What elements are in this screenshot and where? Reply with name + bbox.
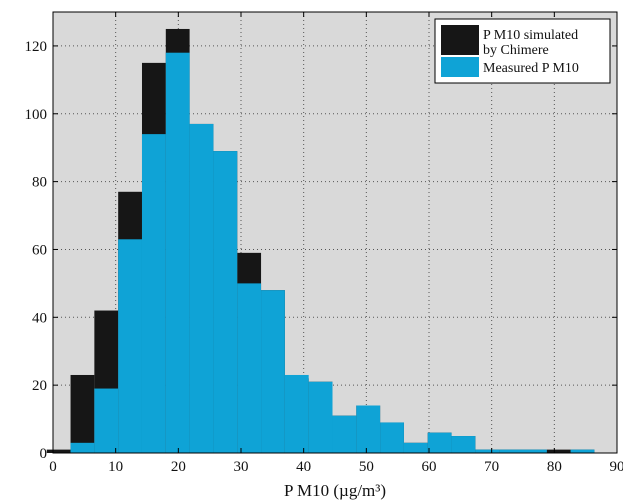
legend-swatch-simulated	[441, 25, 479, 55]
bar-measured	[94, 388, 119, 453]
x-tick-label: 60	[422, 459, 437, 475]
bar-measured	[237, 283, 262, 453]
x-tick-label: 80	[547, 459, 562, 475]
y-tick-label: 100	[25, 107, 48, 123]
bar-measured	[332, 415, 357, 453]
bar-measured	[213, 151, 238, 454]
bar-measured	[70, 442, 95, 453]
x-tick-label: 0	[49, 459, 57, 475]
legend-label-measured: Measured P M10	[483, 61, 579, 76]
x-tick-label: 70	[484, 459, 499, 475]
bar-measured	[475, 449, 500, 453]
x-tick-label: 50	[359, 459, 374, 475]
bar-measured	[308, 381, 333, 453]
plot-frame	[52, 11, 618, 454]
y-tick-label: 40	[32, 310, 47, 326]
x-tick-label: 90	[610, 459, 623, 475]
y-tick-label: 0	[40, 446, 48, 462]
x-tick-label: 10	[108, 459, 123, 475]
bar-measured	[499, 449, 523, 453]
x-tick-label: 40	[296, 459, 311, 475]
bar-measured	[570, 449, 595, 453]
legend-swatch-measured	[441, 57, 479, 77]
bar-measured	[189, 123, 214, 453]
axis-ticks: 0 10 20 30 40 50 60 70 80 90 0 20 40 60 80 100 120	[25, 12, 623, 475]
bar-measured	[141, 134, 166, 453]
bar-measured	[427, 432, 452, 453]
bar-measured	[523, 449, 547, 453]
legend-label-simulated-line1: P M10 simulated	[483, 28, 578, 43]
x-tick-label: 20	[171, 459, 186, 475]
bar-simulated	[70, 374, 95, 453]
bar-measured	[356, 405, 381, 453]
bar-measured	[403, 442, 428, 453]
y-tick-label: 80	[32, 175, 47, 191]
y-tick-label: 120	[25, 39, 48, 55]
bar-measured	[118, 239, 142, 453]
bar-measured	[451, 436, 476, 453]
legend-label-simulated-line2: by Chimere	[483, 43, 549, 58]
y-tick-label: 20	[32, 378, 47, 394]
bar-measured	[261, 290, 285, 453]
x-tick-label: 30	[234, 459, 249, 475]
bar-simulated	[546, 449, 571, 453]
x-axis-title: P M10 (µg/m³)	[284, 481, 386, 500]
legend: P M10 simulated by Chimere Measured P M1…	[434, 18, 611, 84]
bar-measured	[284, 374, 309, 453]
histogram-bars	[46, 28, 595, 454]
bar-simulated	[46, 449, 71, 453]
y-tick-label: 60	[32, 242, 47, 258]
bar-measured	[165, 52, 190, 453]
bar-measured	[380, 422, 404, 453]
